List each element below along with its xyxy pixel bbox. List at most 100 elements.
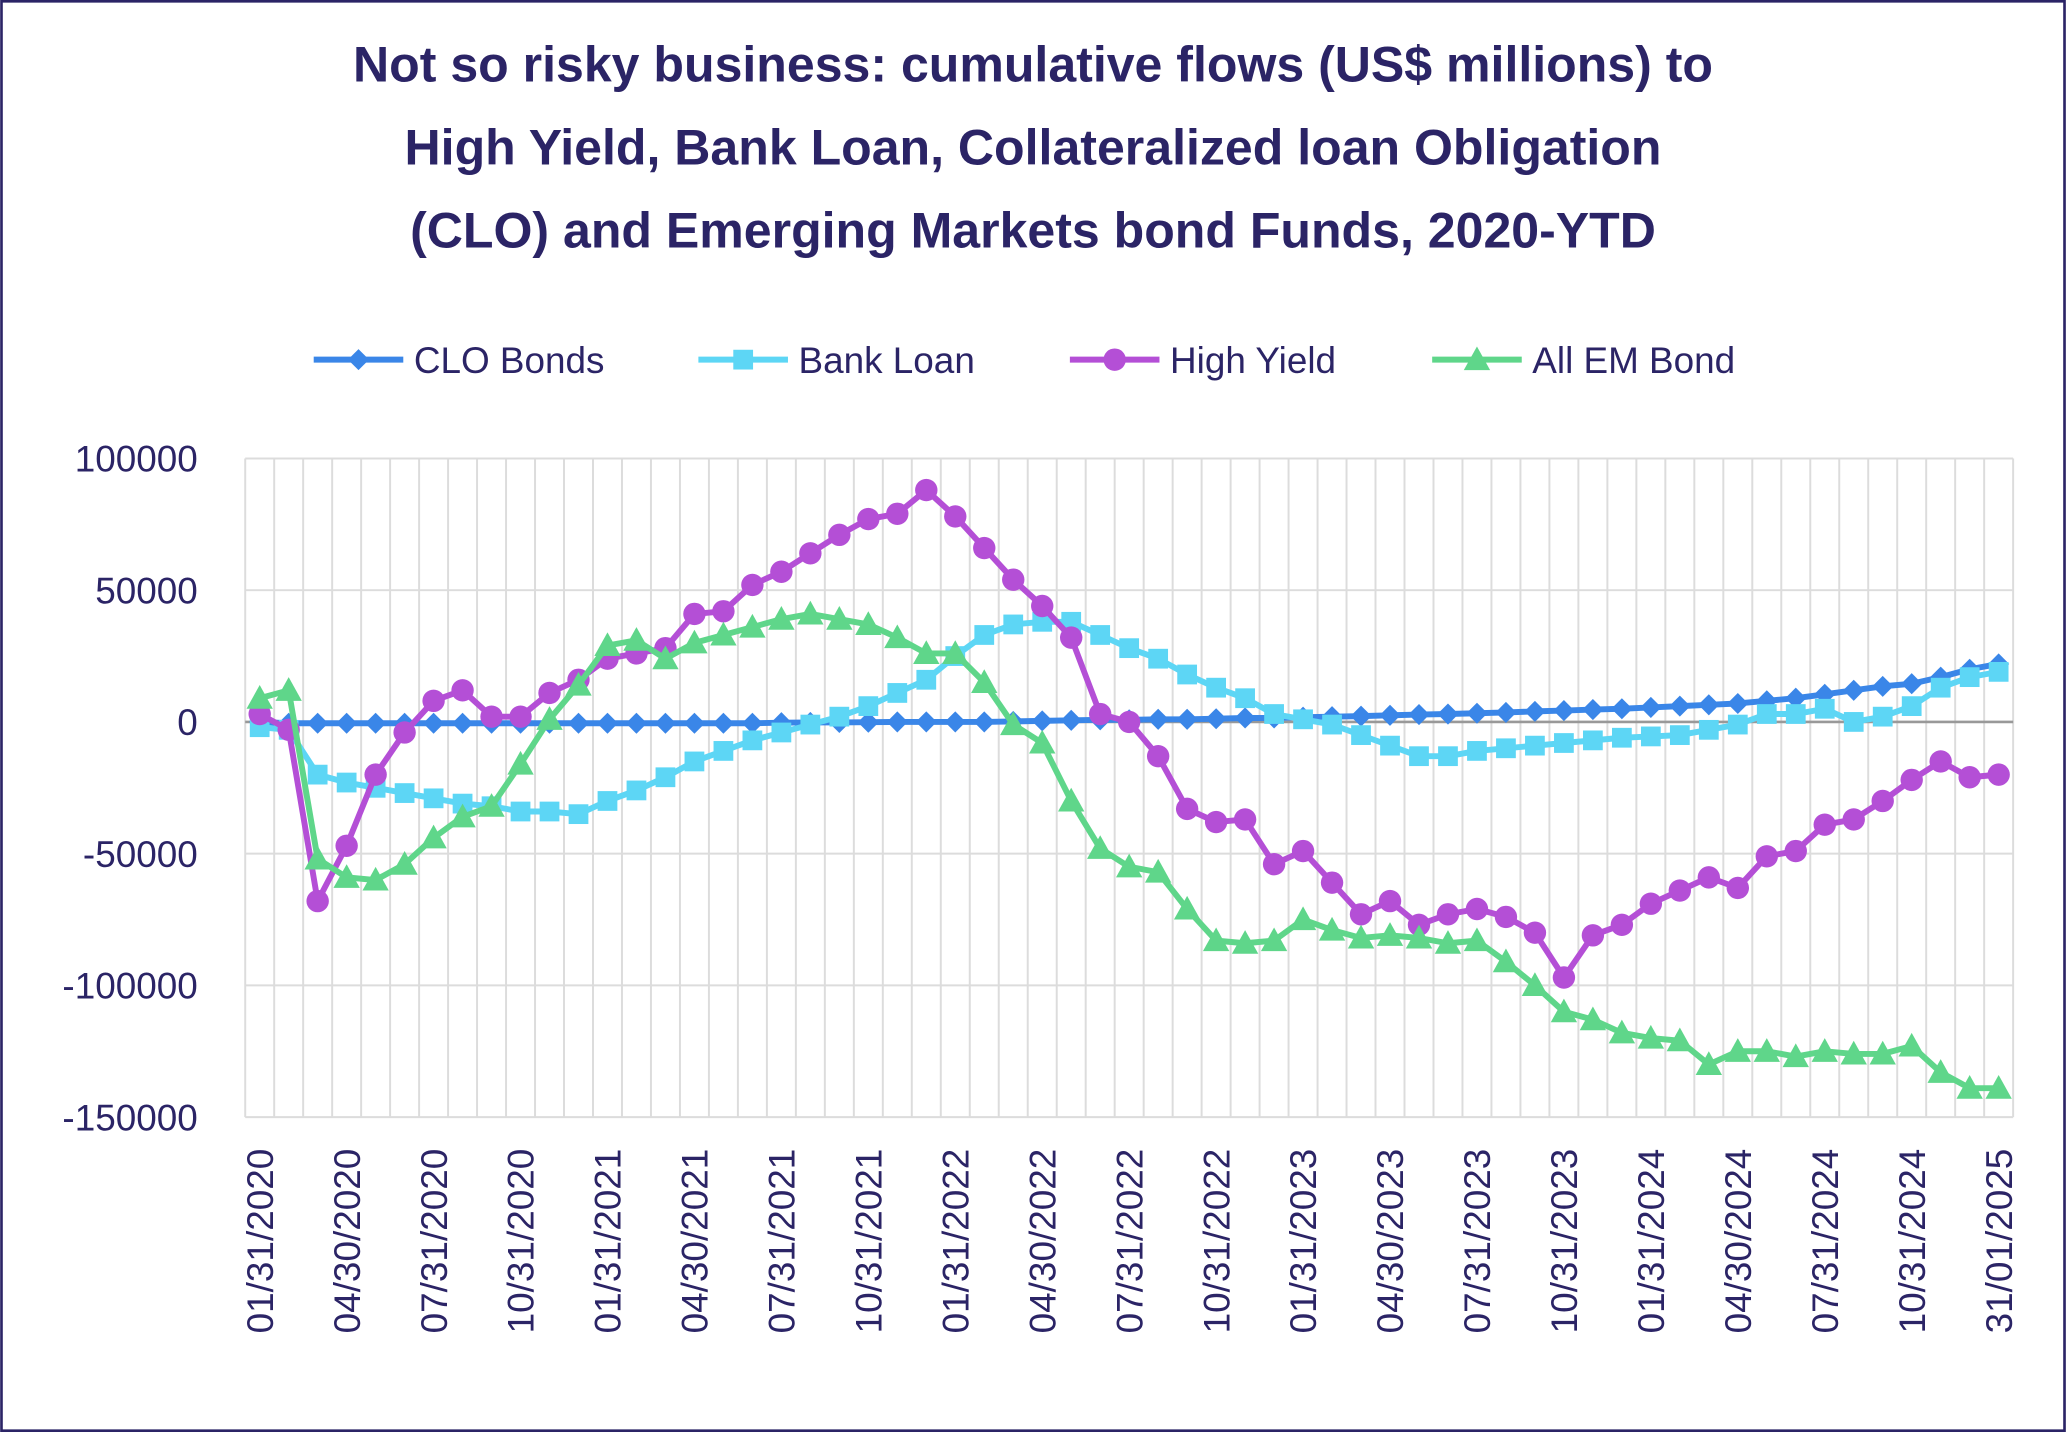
marker bbox=[1697, 866, 1721, 889]
marker bbox=[1842, 808, 1865, 831]
marker bbox=[944, 505, 967, 528]
marker bbox=[451, 679, 474, 702]
marker bbox=[1060, 709, 1082, 731]
marker bbox=[1785, 704, 1806, 724]
marker bbox=[652, 645, 679, 670]
marker bbox=[1000, 711, 1027, 736]
marker bbox=[597, 791, 618, 811]
marker bbox=[1032, 611, 1053, 632]
marker bbox=[713, 741, 734, 761]
marker bbox=[307, 764, 328, 785]
x-tick-label: 07/31/2023 bbox=[1457, 1149, 1498, 1334]
marker bbox=[1872, 706, 1893, 727]
marker bbox=[275, 677, 302, 701]
marker bbox=[1726, 876, 1749, 900]
marker bbox=[1582, 699, 1604, 721]
marker bbox=[1668, 879, 1692, 902]
marker bbox=[1521, 972, 1549, 996]
marker bbox=[594, 632, 621, 657]
marker bbox=[942, 640, 969, 664]
marker bbox=[1175, 797, 1199, 821]
marker bbox=[1260, 927, 1288, 952]
marker bbox=[1583, 730, 1603, 751]
marker bbox=[1553, 700, 1575, 722]
marker bbox=[480, 705, 503, 728]
marker bbox=[1669, 725, 1690, 745]
marker bbox=[1437, 703, 1459, 725]
marker bbox=[391, 851, 418, 875]
marker bbox=[449, 803, 476, 828]
marker bbox=[973, 536, 996, 560]
marker bbox=[1524, 700, 1546, 722]
marker bbox=[452, 712, 474, 734]
x-tick-label: 07/31/2020 bbox=[414, 1149, 455, 1334]
marker bbox=[538, 681, 561, 705]
marker bbox=[800, 714, 821, 735]
y-tick-label: -100000 bbox=[62, 966, 197, 1007]
marker bbox=[1090, 625, 1111, 645]
marker bbox=[1753, 1038, 1780, 1062]
marker bbox=[1956, 1074, 1983, 1099]
marker bbox=[857, 711, 879, 733]
marker bbox=[1061, 611, 1082, 632]
marker bbox=[1206, 677, 1226, 698]
marker bbox=[1811, 1038, 1838, 1062]
marker bbox=[509, 705, 532, 728]
marker bbox=[1378, 889, 1402, 913]
marker bbox=[1318, 916, 1346, 941]
marker bbox=[1987, 763, 2010, 786]
marker bbox=[1755, 845, 1778, 868]
marker bbox=[1666, 1027, 1694, 1052]
marker bbox=[1293, 709, 1313, 730]
marker bbox=[362, 866, 389, 891]
marker bbox=[1264, 704, 1284, 724]
marker bbox=[826, 605, 853, 630]
marker bbox=[1234, 707, 1256, 729]
marker bbox=[1347, 924, 1375, 949]
marker bbox=[306, 889, 329, 913]
marker bbox=[1579, 1006, 1607, 1031]
marker bbox=[915, 478, 938, 502]
marker bbox=[1492, 948, 1520, 973]
marker bbox=[1320, 871, 1344, 894]
marker bbox=[1463, 927, 1491, 952]
x-tick-label: 04/30/2022 bbox=[1022, 1149, 1063, 1334]
marker bbox=[394, 783, 415, 803]
marker bbox=[1611, 727, 1632, 748]
marker bbox=[1900, 768, 1923, 792]
marker bbox=[1927, 1059, 1954, 1083]
legend-marker bbox=[1103, 348, 1126, 371]
marker bbox=[1144, 858, 1172, 883]
marker bbox=[1376, 922, 1404, 946]
marker bbox=[423, 788, 444, 809]
marker bbox=[1466, 702, 1488, 724]
marker bbox=[1058, 787, 1085, 812]
marker bbox=[335, 834, 358, 857]
marker bbox=[1843, 679, 1865, 701]
marker bbox=[1695, 1051, 1722, 1075]
marker bbox=[539, 801, 560, 822]
marker bbox=[1231, 930, 1259, 954]
marker bbox=[915, 711, 937, 733]
marker bbox=[944, 711, 966, 733]
marker bbox=[364, 763, 387, 786]
marker bbox=[1756, 704, 1777, 724]
marker bbox=[855, 611, 882, 635]
legend-marker bbox=[347, 349, 370, 371]
legend-label: All EM Bond bbox=[1532, 340, 1735, 381]
marker bbox=[1898, 1032, 1925, 1057]
y-tick-label: -50000 bbox=[83, 834, 198, 875]
x-tick-label: 10/31/2024 bbox=[1892, 1149, 1933, 1334]
marker bbox=[684, 751, 705, 772]
marker bbox=[1291, 839, 1315, 863]
marker bbox=[1119, 638, 1140, 659]
legend-marker bbox=[1463, 346, 1491, 371]
marker bbox=[452, 793, 473, 814]
marker bbox=[567, 712, 590, 734]
marker bbox=[365, 712, 387, 734]
chart-title: Not so risky business: cumulative flows … bbox=[353, 37, 1713, 93]
y-tick-label: 50000 bbox=[95, 570, 198, 611]
legend-label: Bank Loan bbox=[799, 340, 975, 381]
